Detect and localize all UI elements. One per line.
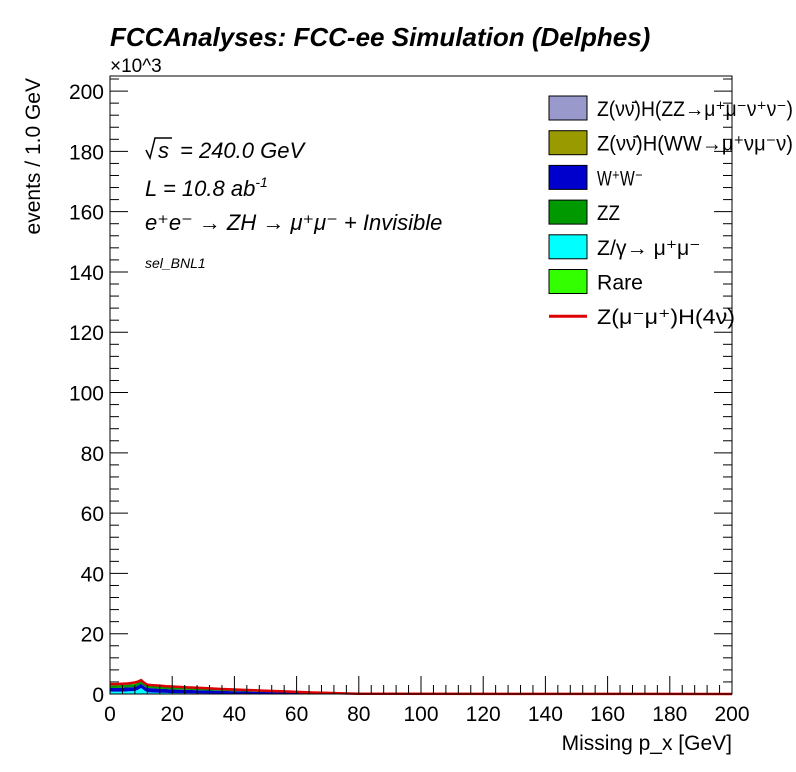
y-axis-label: events / 1.0 GeV [22,78,45,234]
y-axis: 0 20 40 60 80 100 120 140 160 180 200 [69,78,732,707]
y-tick-label: 40 [81,563,104,586]
x-tick-label: 120 [466,703,501,726]
legend-swatch [548,234,588,260]
y-tick-label: 140 [69,262,104,285]
sqrt-s-text: = 240.0 GeV [180,138,306,163]
legend: Z(νν̄)H(ZZ→μ⁺μ⁻ν⁺ν⁻) Z(νν̄)H(WW→μ⁺νμ⁻ν) W⁺… [548,95,793,329]
x-tick-label: 180 [652,703,687,726]
x-tick-label: 20 [161,703,184,726]
legend-label: Rare [597,272,643,295]
legend-label: ZZ [597,202,620,225]
x-axis-label: Missing p_x [GeV] [562,732,732,755]
legend-label: Z/γ→ μ⁺μ⁻ [597,237,701,260]
sqrt-s-symbol: s [158,138,169,163]
y-tick-label: 180 [69,141,104,164]
legend-label: Z(νν̄)H(WW→μ⁺νμ⁻ν) [597,133,793,156]
legend-label: Z(μ⁻μ⁺)H(4ν) [597,306,735,329]
y-tick-label: 120 [69,322,104,345]
x-tick-label: 60 [285,703,308,726]
x-tick-label: 40 [223,703,246,726]
y-tick-label: 100 [69,383,104,406]
selection-annotation: sel_BNL1 [145,255,206,271]
y-tick-label: 160 [69,202,104,225]
legend-label: Z(νν̄)H(ZZ→μ⁺μ⁻ν⁺ν⁻) [597,98,793,121]
y-tick-label: 60 [81,503,104,526]
x-tick-label: 100 [403,703,438,726]
y-tick-label: 0 [92,684,104,707]
y-tick-label: 80 [81,443,104,466]
legend-swatch [548,164,588,190]
y-tick-label: 20 [81,624,104,647]
legend-swatch [548,95,588,121]
y-tick-label: 200 [69,81,104,104]
legend-swatch [548,130,588,156]
x-tick-label: 80 [347,703,370,726]
y-multiplier: ×10^3 [110,56,162,77]
sqrt-icon [145,137,172,161]
sqrt-s-annotation: s = 240.0 GeV [145,137,306,163]
chart-title: FCCAnalyses: FCC-ee Simulation (Delphes) [110,22,650,52]
x-tick-label: 200 [714,703,749,726]
legend-swatch [548,199,588,225]
x-tick-label: 160 [590,703,625,726]
x-axis: 0 20 40 60 80 100 120 140 160 180 200 [104,676,750,726]
legend-swatch [548,269,588,294]
x-tick-label: 0 [104,703,116,726]
legend-label: W⁺W⁻ [597,167,643,190]
lumi-annotation: L = 10.8 ab-1 [145,174,268,201]
x-tick-label: 140 [528,703,563,726]
process-annotation: e⁺e⁻ → ZH → μ⁺μ⁻ + Invisible [145,210,442,235]
